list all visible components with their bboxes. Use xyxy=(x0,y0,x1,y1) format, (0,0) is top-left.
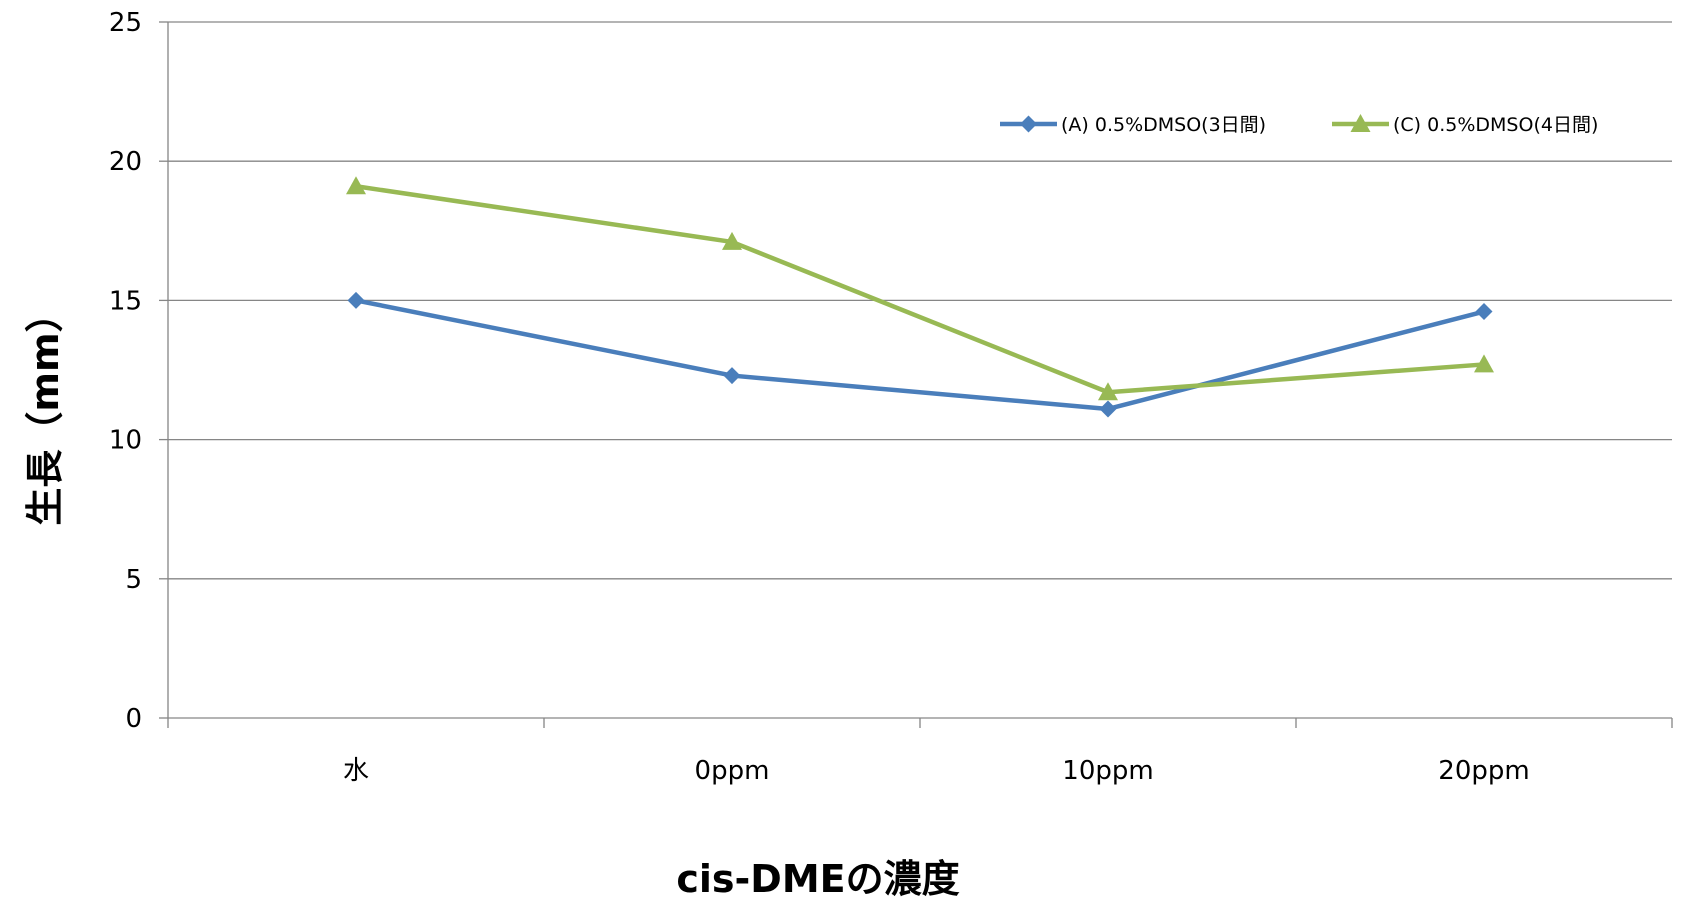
data-point-marker xyxy=(723,367,741,385)
data-point-marker xyxy=(1475,303,1493,321)
series-line xyxy=(353,184,1487,395)
data-point-marker xyxy=(1098,382,1118,401)
legend-label: (A) 0.5%DMSO(3日間) xyxy=(1061,114,1266,136)
data-point-marker xyxy=(347,291,365,309)
data-point-marker xyxy=(346,176,366,195)
data-point-marker xyxy=(722,231,742,250)
y-tick-label: 15 xyxy=(109,286,142,316)
x-tick-label: 水 xyxy=(343,756,369,786)
gridlines xyxy=(168,21,1672,580)
series-a xyxy=(347,291,1493,418)
y-tick-label: 0 xyxy=(125,704,142,734)
legend: (A) 0.5%DMSO(3日間) (C) 0.5%DMSO(4日間) xyxy=(1000,114,1598,136)
y-tick-label: 10 xyxy=(109,426,142,456)
series-c xyxy=(346,176,1494,401)
legend-label: (C) 0.5%DMSO(4日間) xyxy=(1393,114,1598,136)
data-point-marker xyxy=(1474,354,1494,373)
y-tick-label: 25 xyxy=(109,8,142,38)
x-tick-label: 0ppm xyxy=(695,756,770,786)
axes: 0 5 10 15 20 25 水 0ppm 10ppm 20ppm xyxy=(109,8,1673,786)
data-point-marker xyxy=(1020,115,1037,133)
data-point-marker xyxy=(1350,114,1371,132)
y-axis-title: 生長（mm） xyxy=(23,294,67,525)
legend-item: (C) 0.5%DMSO(4日間) xyxy=(1332,114,1598,136)
x-tick-label: 20ppm xyxy=(1438,756,1529,786)
y-tick-label: 5 xyxy=(125,565,142,595)
y-tick-label: 20 xyxy=(109,147,142,177)
data-point-marker xyxy=(1099,400,1117,418)
x-axis-title: cis-DMEの濃度 xyxy=(676,857,959,901)
x-tick-label: 10ppm xyxy=(1062,756,1153,786)
series-line xyxy=(353,298,1487,412)
series-group xyxy=(346,176,1494,418)
legend-item: (A) 0.5%DMSO(3日間) xyxy=(1000,114,1266,136)
